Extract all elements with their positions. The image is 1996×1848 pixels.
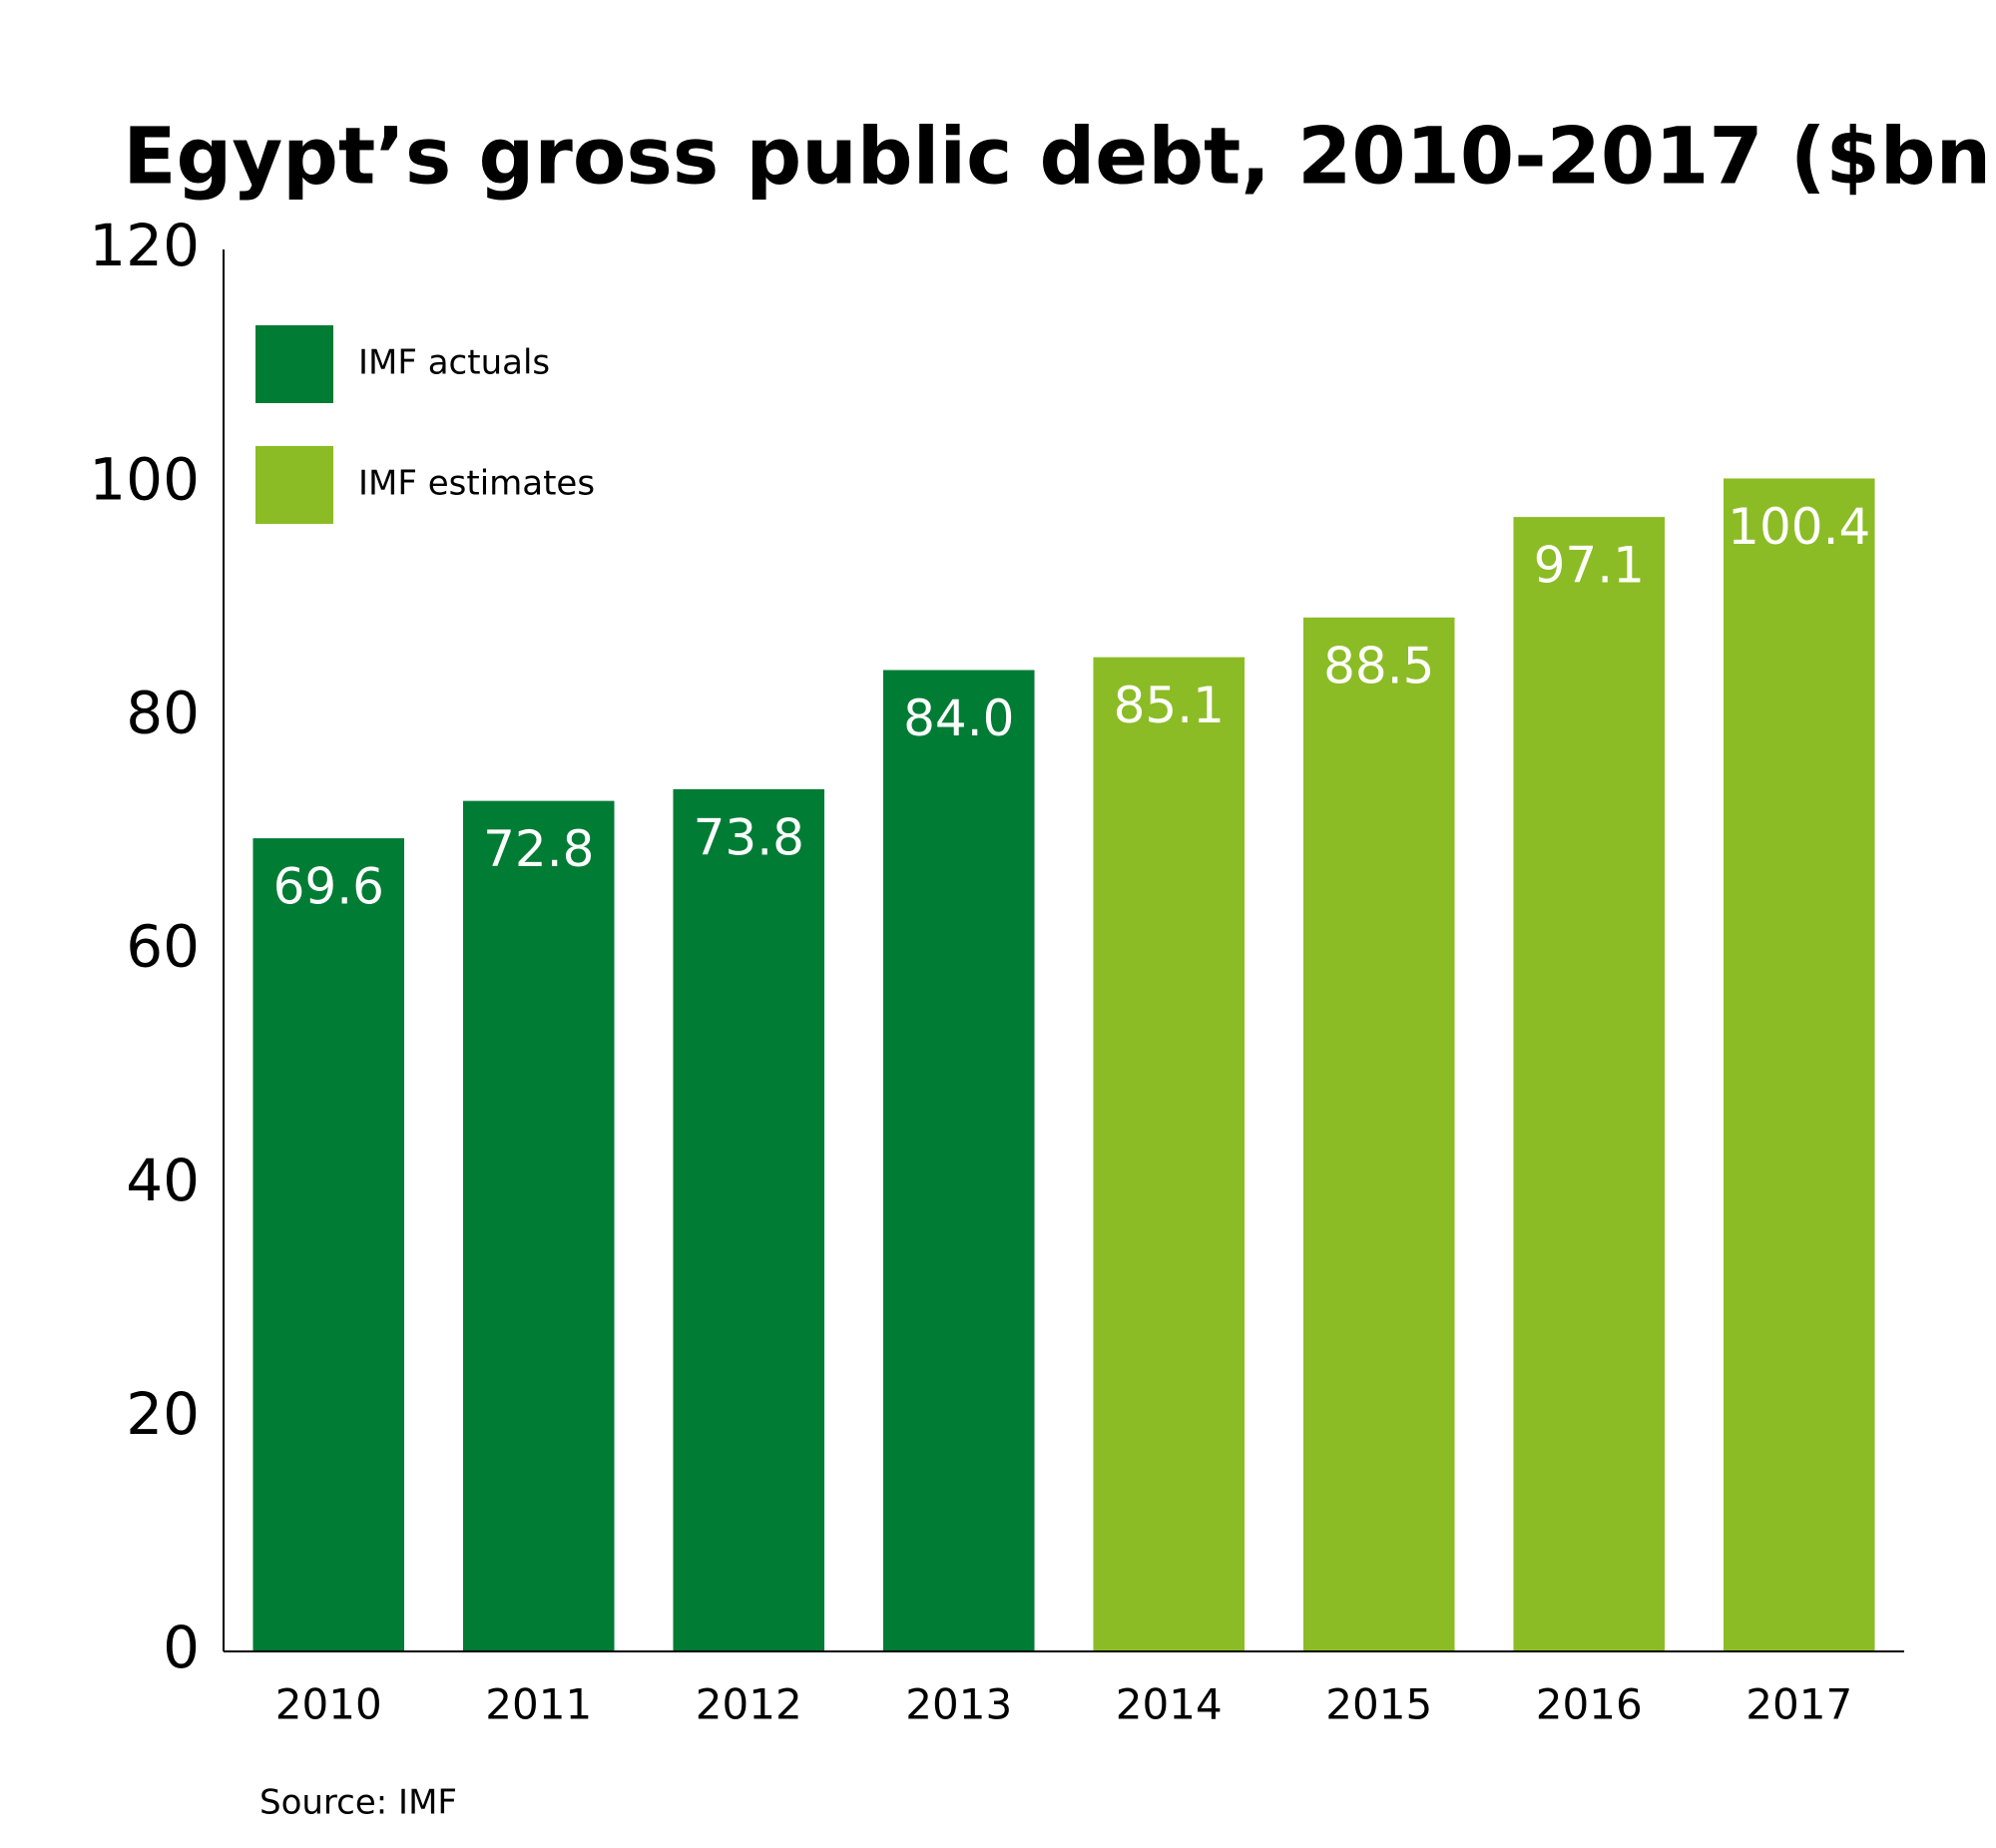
- y-tick-label: 80: [126, 679, 200, 746]
- bar: [882, 670, 1035, 1651]
- x-tick-label: 2016: [1536, 1680, 1643, 1729]
- value-label: 72.8: [483, 820, 594, 878]
- source: Source: IMF: [259, 1783, 457, 1823]
- value-label: 88.5: [1323, 637, 1434, 694]
- bar: [462, 800, 615, 1651]
- x-tick-label: 2012: [696, 1680, 802, 1729]
- x-tick-label: 2015: [1325, 1680, 1432, 1729]
- bar: [1513, 517, 1666, 1651]
- x-tick-label: 2011: [485, 1680, 592, 1729]
- legend-label: IMF estimates: [358, 464, 595, 504]
- legend-swatch: [255, 325, 333, 403]
- value-label: 97.1: [1534, 537, 1645, 595]
- y-tick-label: 20: [126, 1380, 200, 1448]
- value-label: 85.1: [1114, 677, 1225, 734]
- bar: [673, 788, 825, 1651]
- x-tick-label: 2014: [1116, 1680, 1223, 1729]
- y-tick-label: 60: [126, 913, 200, 981]
- legend-label: IMF actuals: [358, 343, 550, 383]
- x-tick-label: 2017: [1746, 1680, 1852, 1729]
- bar: [1093, 657, 1246, 1651]
- bar: [1723, 478, 1875, 1651]
- chart-title: Egypt’s gross public debt, 2010-2017 ($b…: [123, 112, 1996, 202]
- bar: [1302, 617, 1455, 1651]
- y-tick-label: 100: [89, 445, 200, 513]
- y-tick-label: 40: [126, 1147, 200, 1214]
- value-label: 100.4: [1728, 498, 1870, 556]
- value-label: 73.8: [694, 808, 804, 866]
- y-tick-label: 0: [163, 1614, 200, 1681]
- y-tick-label: 120: [89, 212, 200, 279]
- x-tick-label: 2010: [275, 1680, 382, 1729]
- x-tick-label: 2013: [905, 1680, 1012, 1729]
- value-label: 69.6: [273, 858, 384, 916]
- value-label: 84.0: [903, 690, 1014, 747]
- legend-swatch: [255, 446, 333, 524]
- bar: [252, 838, 405, 1651]
